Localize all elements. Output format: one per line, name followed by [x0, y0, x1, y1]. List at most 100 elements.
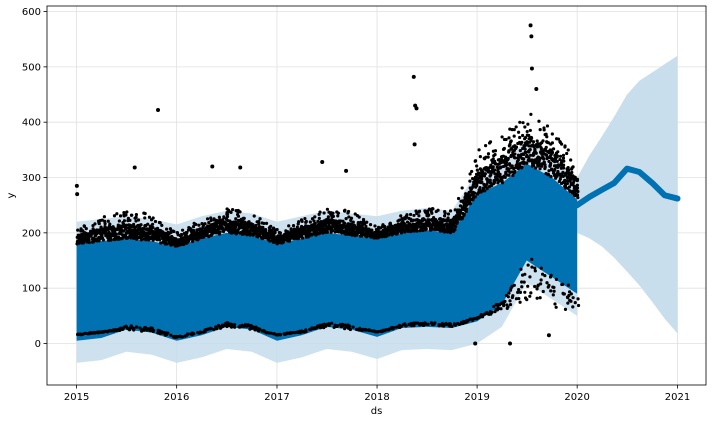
data-point — [145, 227, 150, 231]
data-point — [508, 302, 513, 307]
data-point — [343, 209, 347, 213]
data-point — [113, 230, 117, 234]
data-point — [493, 149, 498, 153]
data-point — [316, 219, 320, 223]
data-point — [477, 148, 481, 152]
data-point — [511, 294, 515, 298]
data-point — [76, 228, 80, 232]
data-point — [494, 162, 498, 166]
data-point — [493, 152, 497, 157]
data-point — [559, 142, 564, 146]
data-point — [436, 208, 440, 212]
data-point — [549, 161, 553, 166]
data-point — [488, 178, 492, 182]
data-point — [516, 290, 520, 294]
data-point — [575, 183, 579, 187]
data-point — [343, 327, 347, 331]
data-point — [162, 331, 166, 335]
data-point — [504, 170, 508, 174]
data-point — [310, 217, 315, 221]
data-point — [513, 152, 517, 156]
data-point — [271, 227, 275, 231]
data-point — [569, 158, 573, 162]
data-point — [415, 229, 419, 233]
data-point — [535, 139, 539, 143]
data-point — [297, 220, 301, 224]
data-point — [513, 156, 517, 160]
data-point — [124, 213, 128, 217]
data-point — [404, 324, 408, 328]
data-point — [557, 164, 561, 168]
data-point — [330, 229, 335, 233]
data-point — [571, 305, 575, 309]
data-point — [531, 163, 536, 168]
data-point — [521, 121, 525, 125]
data-point — [514, 125, 518, 129]
data-point — [122, 210, 126, 215]
data-point — [510, 147, 514, 151]
data-point — [365, 220, 369, 224]
data-point — [349, 216, 354, 220]
data-point — [523, 125, 527, 129]
data-point — [536, 142, 540, 146]
data-point — [172, 229, 176, 234]
data-point — [513, 169, 517, 173]
data-point — [94, 232, 99, 236]
outlier-point — [507, 341, 512, 346]
data-point — [100, 233, 104, 238]
data-point — [337, 221, 342, 225]
data-point — [412, 213, 416, 218]
data-point — [93, 222, 97, 226]
data-point — [566, 165, 570, 170]
data-point — [414, 209, 418, 213]
outlier-point — [529, 34, 534, 39]
data-point — [528, 148, 532, 152]
data-point — [562, 180, 567, 184]
data-point — [426, 322, 430, 327]
data-point — [237, 227, 241, 231]
data-point — [169, 333, 173, 337]
y-tick-label: 0 — [35, 339, 41, 350]
data-point — [519, 166, 524, 170]
data-point — [506, 305, 510, 309]
data-point — [541, 139, 545, 143]
data-point — [478, 155, 482, 159]
data-point — [127, 226, 131, 230]
data-point — [450, 324, 454, 329]
data-point — [258, 217, 262, 221]
data-point — [575, 193, 580, 197]
data-point — [512, 283, 516, 287]
data-point — [348, 327, 353, 332]
data-point — [161, 230, 165, 234]
data-point — [158, 221, 162, 225]
data-point — [478, 185, 482, 190]
data-point — [552, 289, 556, 293]
data-point — [257, 219, 261, 224]
data-point — [82, 224, 87, 228]
data-point — [405, 213, 409, 217]
data-point — [550, 132, 554, 136]
data-point — [527, 156, 531, 160]
data-point — [86, 237, 91, 241]
data-point — [522, 280, 526, 284]
data-point — [325, 207, 330, 211]
data-point — [473, 195, 477, 199]
data-point — [529, 291, 533, 295]
data-point — [567, 185, 572, 189]
data-point — [367, 328, 371, 333]
data-point — [545, 124, 550, 128]
data-point — [368, 223, 373, 227]
data-point — [438, 216, 442, 221]
data-point — [575, 178, 579, 183]
data-point — [505, 163, 509, 167]
data-point — [317, 216, 321, 220]
data-point — [147, 215, 152, 219]
data-point — [558, 154, 563, 158]
data-point — [507, 149, 511, 153]
data-point — [422, 218, 427, 222]
data-point — [175, 231, 180, 235]
data-point — [348, 324, 352, 328]
data-point — [504, 160, 509, 164]
data-point — [408, 212, 413, 217]
y-axis-label: y — [6, 192, 17, 198]
